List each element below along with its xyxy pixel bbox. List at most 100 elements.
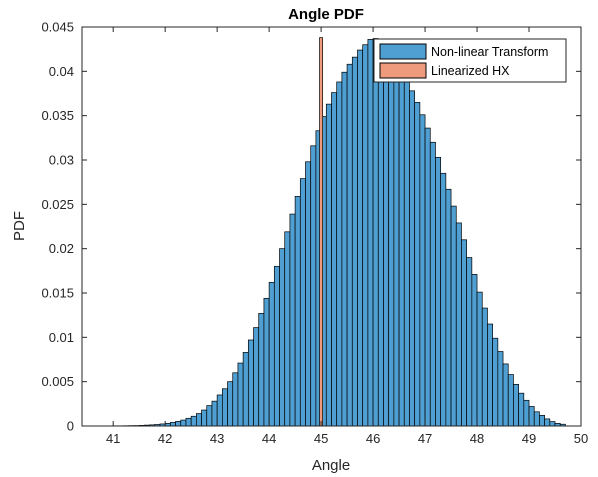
bar-non-linear-transform-84 <box>549 421 556 427</box>
bar-non-linear-transform-66 <box>455 222 462 427</box>
bar-non-linear-transform-47 <box>357 49 364 427</box>
bar-non-linear-transform-45 <box>346 63 353 427</box>
bar-non-linear-transform-21 <box>221 388 228 427</box>
bar-non-linear-transform-75 <box>502 363 509 427</box>
bar-non-linear-transform-44 <box>341 71 348 427</box>
bar-non-linear-transform-19 <box>211 400 218 427</box>
bar-non-linear-transform-77 <box>513 383 519 427</box>
bar-non-linear-transform-55 <box>398 70 405 427</box>
x-tick-label: 47 <box>418 431 432 446</box>
bar-non-linear-transform-30 <box>268 282 275 427</box>
y-tick-label: 0.015 <box>41 286 74 301</box>
y-tick-label: 0.02 <box>49 241 74 256</box>
bar-non-linear-transform-61 <box>429 141 436 427</box>
bar-non-linear-transform-83 <box>544 418 551 427</box>
bar-non-linear-transform-41 <box>325 103 332 427</box>
bar-non-linear-transform-20 <box>216 394 223 427</box>
bar-non-linear-transform-18 <box>206 405 213 427</box>
bar-non-linear-transform-26 <box>247 339 254 427</box>
bar-non-linear-transform-62 <box>435 156 442 427</box>
bar-non-linear-transform-82 <box>539 415 545 427</box>
y-axis-label: PDF <box>11 211 28 241</box>
bar-non-linear-transform-49 <box>367 39 374 427</box>
bar-non-linear-transform-79 <box>523 399 530 427</box>
y-tick-label: 0.035 <box>41 108 74 123</box>
x-tick-label: 46 <box>366 431 380 446</box>
x-tick-label: 48 <box>470 431 484 446</box>
bar-non-linear-transform-17 <box>201 409 208 427</box>
bar-non-linear-transform-53 <box>388 54 395 427</box>
x-tick-label: 41 <box>106 431 120 446</box>
bar-non-linear-transform-31 <box>273 266 280 427</box>
bar-non-linear-transform-35 <box>294 196 301 427</box>
y-tick-label: 0.03 <box>49 153 74 168</box>
bar-non-linear-transform-32 <box>279 248 286 427</box>
axes-box <box>81 26 582 427</box>
bar-non-linear-transform-42 <box>331 92 338 427</box>
legend-label-linearized-hx: Linearized HX <box>431 64 510 78</box>
x-axis-ticks: 41 42 43 44 45 46 47 48 49 50 <box>106 27 588 446</box>
x-tick-label: 49 <box>522 431 536 446</box>
y-axis-ticks: 0 0.005 0.01 0.015 0.02 0.025 0.03 0.035 0.04 0.0… <box>41 20 581 434</box>
bar-non-linear-transform-34 <box>289 213 296 427</box>
bar-non-linear-transform-15 <box>190 415 197 427</box>
bar-non-linear-transform-16 <box>196 413 202 427</box>
x-tick-label: 43 <box>210 431 224 446</box>
bar-non-linear-transform-59 <box>419 114 426 427</box>
bar-non-linear-transform-80 <box>528 406 535 427</box>
bar-non-linear-transform-46 <box>351 56 358 427</box>
bar-non-linear-transform-63 <box>440 172 447 427</box>
bar-non-linear-transform-69 <box>471 274 478 427</box>
legend: Non-linear Transform Linearized HX <box>373 38 567 83</box>
bar-non-linear-transform-13 <box>180 419 187 427</box>
y-tick-label: 0 <box>67 419 74 434</box>
y-tick-label: 0.005 <box>41 374 74 389</box>
bar-non-linear-transform-27 <box>253 327 260 427</box>
bar-non-linear-transform-52 <box>383 47 390 427</box>
chart-title: Angle PDF <box>288 6 364 23</box>
bar-non-linear-transform-64 <box>445 188 452 427</box>
bar-non-linear-transform-23 <box>232 372 239 427</box>
legend-swatch-non-linear-transform <box>379 43 427 60</box>
legend-swatch-linearized-hx <box>379 62 427 79</box>
linearized-hx-bars <box>319 37 324 427</box>
bar-non-linear-transform-67 <box>461 239 468 427</box>
bar-non-linear-transform-29 <box>263 297 270 427</box>
bar-non-linear-transform-50 <box>372 38 379 427</box>
bar-non-linear-transform-70 <box>476 291 483 427</box>
x-axis-label: Angle <box>312 457 350 474</box>
x-tick-label: 50 <box>574 431 588 446</box>
bar-non-linear-transform-73 <box>492 337 499 427</box>
bar-non-linear-transform-48 <box>362 44 369 427</box>
legend-label-non-linear-transform: Non-linear Transform <box>431 45 548 59</box>
x-tick-label: 44 <box>262 431 276 446</box>
bar-non-linear-transform-33 <box>284 231 291 427</box>
bar-non-linear-transform-38 <box>310 145 317 427</box>
bar-non-linear-transform-58 <box>414 102 421 427</box>
bar-non-linear-transform-68 <box>466 257 473 427</box>
bar-non-linear-transform-65 <box>450 205 457 427</box>
bar-non-linear-transform-22 <box>227 381 234 427</box>
bar-non-linear-transform-43 <box>336 81 343 427</box>
bar-non-linear-transform-60 <box>424 127 431 427</box>
bar-non-linear-transform-71 <box>481 307 488 427</box>
bar-non-linear-transform-78 <box>518 392 525 427</box>
axes-frame <box>81 26 582 427</box>
bar-non-linear-transform-24 <box>237 362 244 427</box>
y-tick-label: 0.01 <box>49 330 74 345</box>
y-tick-label: 0.045 <box>41 20 74 35</box>
bar-non-linear-transform-76 <box>507 374 514 427</box>
bar-non-linear-transform-11 <box>170 422 176 427</box>
bar-non-linear-transform-36 <box>299 178 306 427</box>
x-tick-label: 45 <box>314 431 328 446</box>
bar-non-linear-transform-54 <box>393 62 400 427</box>
bar-non-linear-transform-51 <box>377 42 384 427</box>
bar-non-linear-transform-28 <box>258 313 265 427</box>
bar-non-linear-transform-14 <box>185 417 192 427</box>
bar-non-linear-transform-25 <box>242 352 249 427</box>
x-tick-label: 42 <box>158 431 172 446</box>
bar-non-linear-transform-56 <box>403 79 410 427</box>
bar-non-linear-transform-74 <box>497 351 504 427</box>
bar-linearized-hx-0 <box>319 37 324 427</box>
